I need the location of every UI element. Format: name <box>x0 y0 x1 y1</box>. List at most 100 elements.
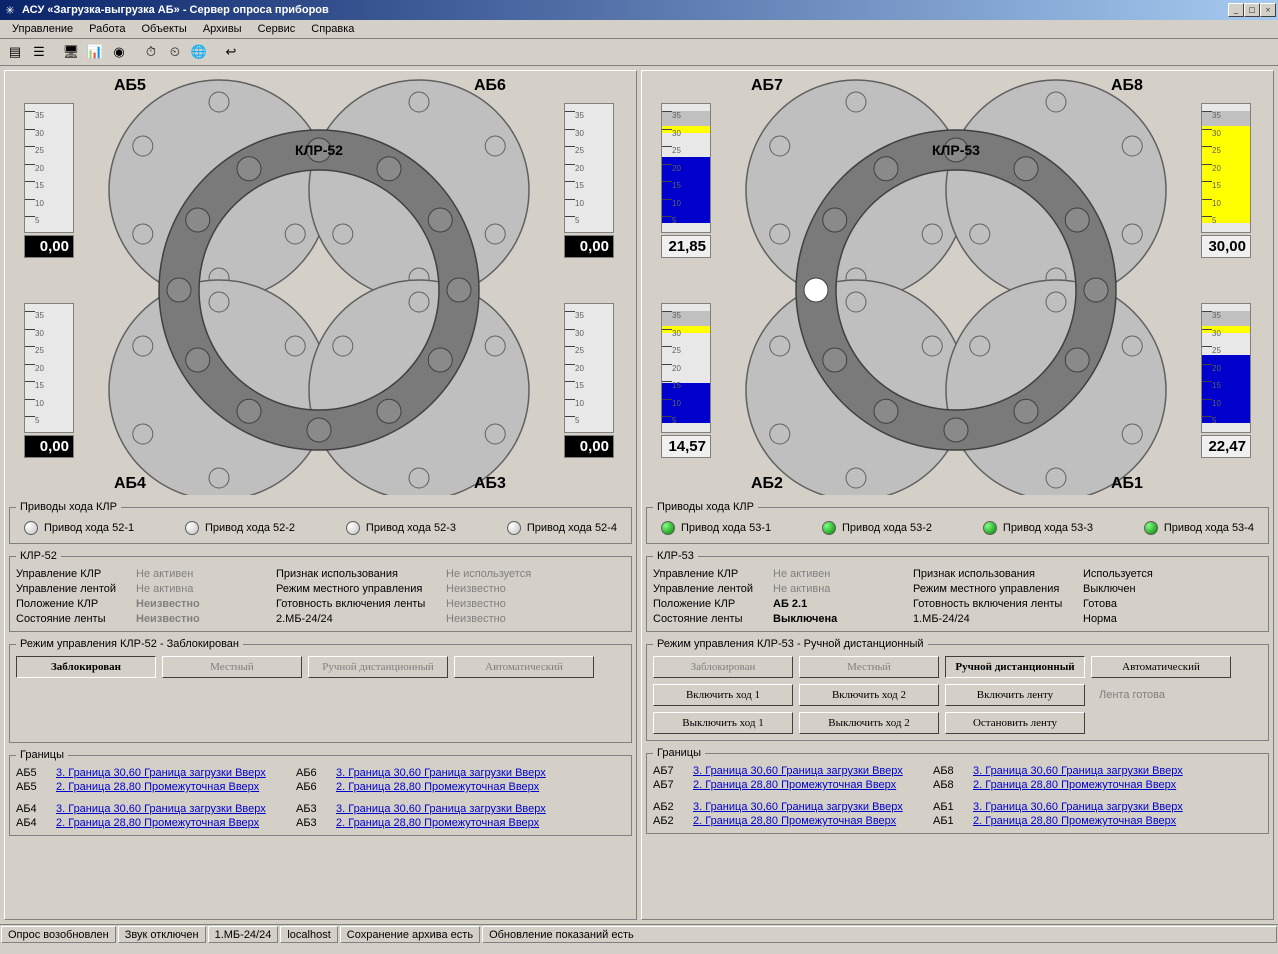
limit-link[interactable]: 3. Граница 30,60 Граница загрузки Вверх <box>973 801 1213 813</box>
mode-button: Автоматический <box>454 656 594 678</box>
limit-channel: АБ6 <box>296 767 336 779</box>
status-label: Положение КЛР <box>653 598 773 610</box>
limit-channel: АБ3 <box>296 803 336 815</box>
limit-link[interactable]: 3. Граница 30,60 Граница загрузки Вверх <box>693 765 933 777</box>
drive-indicator: Привод хода 52-2 <box>185 521 295 535</box>
mode-legend: Режим управления КЛР-53 - Ручной дистанц… <box>653 638 928 650</box>
mode-button[interactable]: Заблокирован <box>16 656 156 678</box>
limit-link[interactable]: 2. Граница 28,80 Промежуточная Вверх <box>973 779 1213 791</box>
limits-fieldset: ГраницыАБ73. Граница 30,60 Граница загру… <box>646 747 1269 834</box>
gauge: 35302520151050,00 <box>24 303 74 458</box>
action-button[interactable]: Выключить ход 2 <box>799 712 939 734</box>
action-button[interactable]: Выключить ход 1 <box>653 712 793 734</box>
maximize-button[interactable]: □ <box>1244 3 1260 17</box>
status-value: Не активен <box>136 568 276 580</box>
action-ready-label: Лента готова <box>1091 684 1165 706</box>
mode-button[interactable]: Ручной дистанционный <box>945 656 1085 678</box>
limit-link[interactable]: 3. Граница 30,60 Граница загрузки Вверх <box>56 803 296 815</box>
status-legend: КЛР-52 <box>16 550 61 562</box>
limit-link[interactable]: 2. Граница 28,80 Промежуточная Вверх <box>973 815 1213 827</box>
limit-channel: АБ7 <box>653 779 693 791</box>
limit-channel: АБ8 <box>933 779 973 791</box>
menu-item[interactable]: Справка <box>303 21 362 37</box>
clock-red-icon[interactable]: ⏱ <box>140 41 162 63</box>
mode-button[interactable]: Автоматический <box>1091 656 1231 678</box>
mode-button: Ручной дистанционный <box>308 656 448 678</box>
drives-fieldset: Приводы хода КЛРПривод хода 52-1Привод х… <box>9 501 632 544</box>
menu-item[interactable]: Сервис <box>250 21 304 37</box>
limit-link[interactable]: 3. Граница 30,60 Граница загрузки Вверх <box>973 765 1213 777</box>
close-button[interactable]: × <box>1260 3 1276 17</box>
ab-label: АБ3 <box>474 475 506 493</box>
table-icon[interactable]: ▤ <box>4 41 26 63</box>
workspace: КЛР-52АБ5АБ6АБ4АБ335302520151050,0035302… <box>0 66 1278 924</box>
minimize-button[interactable]: _ <box>1228 3 1244 17</box>
toolbar: ▤☰ 🖥📊◉ ⏱⏲🌐 ↩ <box>0 39 1278 66</box>
menu-item[interactable]: Объекты <box>133 21 194 37</box>
limit-channel: АБ4 <box>16 803 56 815</box>
status-cell: Сохранение архива есть <box>340 926 480 943</box>
limit-link[interactable]: 3. Граница 30,60 Граница загрузки Вверх <box>693 801 933 813</box>
gauge: 35302520151050,00 <box>24 103 74 258</box>
ab-label: АБ1 <box>1111 475 1143 493</box>
menu-item[interactable]: Архивы <box>195 21 250 37</box>
status-label: Готовность включения ленты <box>913 598 1083 610</box>
mode-button: Заблокирован <box>653 656 793 678</box>
ab-label: АБ4 <box>114 475 146 493</box>
ab-label: АБ2 <box>751 475 783 493</box>
limit-link[interactable]: 2. Граница 28,80 Промежуточная Вверх <box>56 817 296 829</box>
exit-icon[interactable]: ↩ <box>220 41 242 63</box>
action-button[interactable]: Включить ход 1 <box>653 684 793 706</box>
diagram-area: КЛР-53АБ7АБ8АБ2АБ1353025201510521,853530… <box>646 75 1269 495</box>
action-button[interactable]: Остановить ленту <box>945 712 1085 734</box>
limit-link[interactable]: 3. Граница 30,60 Граница загрузки Вверх <box>56 767 296 779</box>
status-value: Не активна <box>136 583 276 595</box>
gauge-value: 14,57 <box>661 435 711 458</box>
status-label: 2.МБ-24/24 <box>276 613 446 625</box>
status-label: Готовность включения ленты <box>276 598 446 610</box>
limit-channel: АБ6 <box>296 781 336 793</box>
limit-link[interactable]: 3. Граница 30,60 Граница загрузки Вверх <box>336 803 576 815</box>
status-fieldset: КЛР-53Управление КЛРНе активенПризнак ис… <box>646 550 1269 632</box>
drive-label: Привод хода 53-1 <box>681 522 771 534</box>
chart-icon[interactable]: 📊 <box>84 41 106 63</box>
menu-item[interactable]: Управление <box>4 21 81 37</box>
drives-legend: Приводы хода КЛР <box>653 501 758 513</box>
action-button[interactable]: Включить ленту <box>945 684 1085 706</box>
status-label: Управление КЛР <box>16 568 136 580</box>
drive-label: Привод хода 52-2 <box>205 522 295 534</box>
menu-item[interactable]: Работа <box>81 21 133 37</box>
limit-link[interactable]: 2. Граница 28,80 Промежуточная Вверх <box>693 815 933 827</box>
limit-link[interactable]: 2. Граница 28,80 Промежуточная Вверх <box>56 781 296 793</box>
status-label: 1.МБ-24/24 <box>913 613 1083 625</box>
drive-indicator: Привод хода 52-3 <box>346 521 456 535</box>
action-button[interactable]: Включить ход 2 <box>799 684 939 706</box>
ab-label: АБ7 <box>751 77 783 95</box>
status-value: Выключен <box>1083 583 1213 595</box>
limit-link[interactable]: 2. Граница 28,80 Промежуточная Вверх <box>693 779 933 791</box>
drive-indicator: Привод хода 53-4 <box>1144 521 1254 535</box>
gauge-icon[interactable]: ◉ <box>108 41 130 63</box>
globe-icon[interactable]: 🌐 <box>188 41 210 63</box>
status-label: Состояние ленты <box>16 613 136 625</box>
limit-link[interactable]: 2. Граница 28,80 Промежуточная Вверх <box>336 781 576 793</box>
status-label: Управление лентой <box>16 583 136 595</box>
clock-stop-icon[interactable]: ⏲ <box>164 41 186 63</box>
drive-indicator: Привод хода 52-4 <box>507 521 617 535</box>
monitor-icon[interactable]: 🖥 <box>60 41 82 63</box>
status-label: Режим местного управления <box>913 583 1083 595</box>
limit-channel: АБ3 <box>296 817 336 829</box>
list-icon[interactable]: ☰ <box>28 41 50 63</box>
gauge: 353025201510530,00 <box>1201 103 1251 258</box>
status-label: Положение КЛР <box>16 598 136 610</box>
gauge: 353025201510514,57 <box>661 303 711 458</box>
drive-led-icon <box>983 521 997 535</box>
limit-link[interactable]: 3. Граница 30,60 Граница загрузки Вверх <box>336 767 576 779</box>
drive-led-icon <box>185 521 199 535</box>
gauge-value: 0,00 <box>564 435 614 458</box>
status-cell: Звук отключен <box>118 926 206 943</box>
status-cell: 1.МБ-24/24 <box>208 926 279 943</box>
limit-link[interactable]: 2. Граница 28,80 Промежуточная Вверх <box>336 817 576 829</box>
limit-channel: АБ1 <box>933 801 973 813</box>
mode-fieldset: Режим управления КЛР-53 - Ручной дистанц… <box>646 638 1269 741</box>
